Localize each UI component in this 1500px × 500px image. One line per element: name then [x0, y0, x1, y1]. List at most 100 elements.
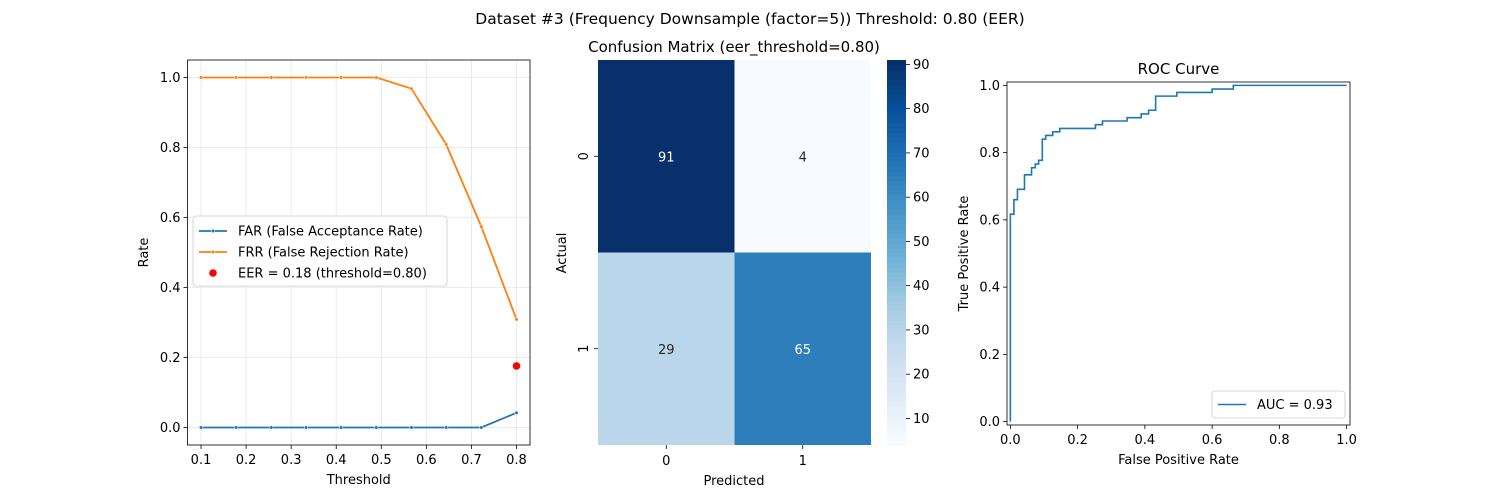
series-point-1 — [374, 75, 379, 80]
y-tick-label: 0.6 — [160, 211, 181, 226]
colorbar-segment — [887, 194, 906, 201]
y-tick-label: 1.0 — [160, 71, 181, 86]
legend-box — [192, 215, 448, 287]
series-point-1 — [514, 317, 519, 322]
colorbar-segment — [887, 262, 906, 268]
colorbar-segment — [887, 204, 906, 210]
colorbar-segment — [887, 189, 906, 196]
legend-label: EER = 0.18 (threshold=0.80) — [238, 267, 427, 282]
confusion-matrix-ticks: 0 1 0 1 — [577, 152, 807, 469]
far-frr-xlabel: Threshold — [326, 473, 391, 488]
colorbar-segment — [887, 228, 906, 234]
colorbar-segment — [887, 377, 906, 384]
series-point-0 — [339, 425, 344, 430]
colorbar-segment — [887, 146, 906, 153]
colorbar-segment — [887, 64, 906, 71]
colorbar-segment — [887, 281, 906, 287]
colorbar-segment — [887, 382, 906, 388]
roc-curve — [1009, 84, 1347, 422]
far-frr-ticks: 0.1 0.2 0.3 0.4 0.5 0.6 0.7 0.8 0.0 0.2 0.4 0.6 0.8 1… — [160, 71, 527, 468]
colorbar-segment — [887, 266, 906, 273]
colorbar-tick-label: 70 — [913, 146, 930, 161]
colorbar-segment — [887, 257, 906, 263]
colorbar-segment — [887, 112, 906, 119]
colorbar-segment — [887, 372, 906, 379]
y-tick-label: 1 — [577, 345, 592, 353]
colorbar-segment — [887, 247, 906, 254]
series-point-0 — [234, 425, 239, 430]
colorbar-segment — [887, 137, 906, 143]
colorbar-segment — [887, 103, 906, 109]
legend-label: FAR (False Acceptance Rate) — [238, 225, 423, 240]
colorbar-segment — [887, 209, 906, 215]
colorbar-tick-label: 50 — [913, 235, 930, 250]
roc-axes-frame — [1006, 81, 1351, 426]
far-frr-axes-frame — [187, 59, 531, 446]
colorbar-segment — [887, 396, 906, 403]
colorbar-segment — [887, 79, 906, 85]
x-tick-label: 0.5 — [371, 453, 392, 468]
colorbar-segment — [887, 401, 906, 408]
x-tick-label: 0.4 — [326, 453, 347, 468]
colorbar-segment — [887, 98, 906, 104]
far-frr-series — [198, 75, 521, 430]
matrix-cell-value: 4 — [799, 150, 807, 165]
matrix-cell — [734, 60, 871, 253]
colorbar-segment — [887, 180, 906, 186]
colorbar-tick-label: 80 — [913, 102, 930, 117]
x-tick-label: 0.8 — [506, 453, 527, 468]
far-frr-ylabel: Rate — [137, 238, 152, 268]
colorbar-segment — [887, 286, 906, 292]
y-tick-label: 1.0 — [979, 79, 1000, 94]
roc-ylabel: True Positive Rate — [957, 196, 972, 313]
colorbar-segment — [887, 185, 906, 191]
colorbar-tick-label: 20 — [913, 368, 930, 383]
colorbar-segment — [887, 295, 906, 302]
colorbar-segment — [887, 214, 906, 220]
series-line-1 — [201, 76, 518, 320]
series-point-0 — [374, 425, 379, 430]
matrix-cell — [598, 252, 735, 445]
x-tick-label: 0.7 — [461, 453, 482, 468]
x-tick-label: 0.6 — [1202, 433, 1223, 448]
colorbar-segment — [887, 315, 906, 321]
colorbar-segment — [887, 233, 906, 239]
colorbar-segment — [887, 430, 906, 436]
x-tick-label: 0.4 — [1135, 433, 1156, 448]
colorbar-segment — [887, 175, 906, 181]
colorbar-segment — [887, 348, 906, 355]
confusion-matrix-title: Confusion Matrix (eer_threshold=0.80) — [588, 38, 880, 57]
legend-marker — [210, 249, 216, 255]
x-tick-label: 0.0 — [1000, 433, 1021, 448]
confusion-matrix-colorbar: 10 20 30 40 50 60 70 80 90 — [887, 58, 930, 446]
legend-marker — [209, 269, 217, 277]
colorbar-segment — [887, 151, 906, 157]
colorbar-tick-label: 40 — [913, 279, 930, 294]
roc-chart: ROC Curve 0.0 0.2 0.4 0.6 0.8 1.0 0.0 0.2 0.4 0.6… — [957, 60, 1357, 468]
colorbar-segment — [887, 353, 906, 359]
colorbar-segment — [887, 387, 906, 393]
colorbar-segment — [887, 420, 906, 427]
colorbar-segment — [887, 319, 906, 326]
x-tick-label: 0.1 — [191, 453, 212, 468]
series-point-1 — [269, 75, 274, 80]
colorbar-segment — [887, 392, 906, 398]
matrix-cell-value: 91 — [658, 150, 675, 165]
x-tick-label: 0.8 — [1269, 433, 1290, 448]
y-tick-label: 0.2 — [979, 348, 1000, 363]
series-point-0 — [303, 425, 309, 430]
roc-legend: AUC = 0.93 — [1211, 390, 1346, 419]
matrix-cell — [598, 60, 735, 253]
roc-ticks: 0.0 0.2 0.4 0.6 0.8 1.0 0.0 0.2 0.4 0.6 0.8 1.0 — [979, 79, 1357, 448]
colorbar-segment — [887, 88, 906, 95]
colorbar-segment — [887, 69, 906, 76]
x-tick-label: 0.2 — [236, 453, 257, 468]
colorbar-segment — [887, 271, 906, 278]
colorbar-segment — [887, 334, 906, 340]
colorbar-segment — [887, 358, 906, 364]
y-tick-label: 0.4 — [979, 281, 1000, 296]
y-tick-label: 0.0 — [160, 421, 181, 436]
colorbar-segment — [887, 165, 906, 172]
y-tick-label: 0.0 — [979, 415, 1000, 430]
